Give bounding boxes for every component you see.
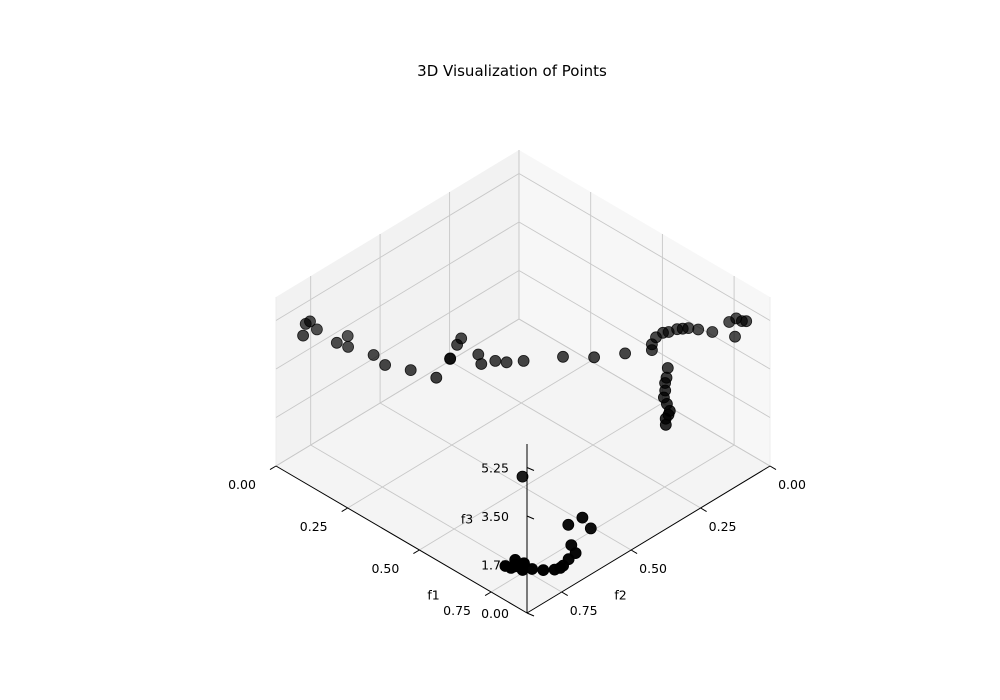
gridline-z-right (518, 221, 771, 370)
tick-label-f2: 0.50 (639, 561, 667, 576)
data-point (562, 518, 575, 531)
data-point (342, 340, 355, 353)
tick-mark-f2 (700, 507, 707, 513)
data-point (304, 315, 316, 328)
gridline-x-floor (347, 360, 591, 509)
point-group (297, 312, 753, 576)
gridline-z-right (518, 318, 771, 467)
tick-mark-f3 (526, 515, 535, 520)
data-point (659, 418, 672, 431)
tick-mark-f2 (630, 549, 638, 555)
data-point (475, 358, 488, 370)
data-point (692, 323, 705, 336)
data-point (576, 511, 589, 524)
data-point (367, 349, 380, 361)
tick-mark-f2 (769, 465, 777, 471)
right-pane (519, 150, 770, 466)
gridline-y-floor (449, 360, 701, 509)
axis-line-f2 (526, 465, 771, 614)
gridline-z-right (518, 270, 771, 418)
data-point (505, 562, 517, 574)
data-point (341, 330, 354, 342)
data-point (729, 330, 741, 343)
data-point (444, 352, 457, 365)
tick-label-f2: 0.75 (570, 603, 598, 618)
tick-mark-f1 (413, 549, 420, 555)
tick-label-f1: 0.50 (371, 561, 399, 576)
data-point (379, 359, 392, 371)
x-axis-label: f1 (427, 588, 439, 603)
tick-label-group: 0.000.250.500.750.000.250.500.750.001.75… (228, 461, 806, 622)
data-point (588, 351, 600, 364)
tick-label-f1: 0.25 (300, 519, 328, 534)
gridline-z-left (275, 318, 520, 467)
data-point (619, 347, 631, 360)
data-point (516, 470, 529, 483)
tick-label-f1: 0.75 (443, 603, 471, 618)
tick-label-f3: 0.00 (481, 606, 509, 621)
tick-label-f2: 0.00 (778, 477, 806, 492)
tick-mark-f1 (484, 591, 492, 597)
data-point (706, 326, 719, 338)
tick-label-f2: 0.25 (709, 519, 737, 534)
left-pane (276, 150, 519, 466)
data-point (430, 371, 443, 384)
gridline-z-left (275, 221, 520, 370)
tick-label-f3: 5.25 (481, 461, 509, 476)
axis-line-f1 (275, 465, 528, 614)
data-point (297, 329, 310, 342)
data-point (518, 557, 530, 570)
data-point (310, 323, 323, 336)
data-point (330, 336, 343, 349)
data-point (451, 338, 464, 351)
pane-group (275, 150, 771, 613)
tick-mark-f1 (269, 465, 277, 471)
data-point (537, 564, 550, 576)
data-point (500, 356, 513, 369)
data-point (584, 522, 597, 535)
tick-label-f1: 0.00 (228, 477, 256, 492)
chart-title: 3D Visualization of Points (417, 62, 607, 80)
data-point (404, 364, 417, 377)
data-point (661, 362, 674, 374)
floor-pane (276, 319, 770, 613)
data-point (557, 350, 569, 363)
data-point (740, 315, 753, 328)
data-point (646, 344, 658, 357)
axis-group (269, 444, 777, 617)
tick-label-f3: 3.50 (481, 509, 509, 524)
gridline-x-floor (419, 402, 663, 551)
data-point (723, 316, 736, 328)
tick-mark-f1 (341, 507, 348, 513)
tick-mark-f3 (526, 467, 535, 471)
tick-mark-f2 (561, 591, 568, 597)
data-point (489, 354, 502, 367)
tick-mark-f3 (526, 612, 535, 617)
gridline-z-left (275, 270, 520, 418)
data-point (517, 354, 530, 367)
y-axis-label: f2 (614, 588, 626, 603)
gridline-z-left (275, 173, 520, 321)
data-point (554, 562, 567, 574)
z-axis-label: f3 (461, 512, 473, 527)
gridline-z-right (518, 173, 771, 321)
